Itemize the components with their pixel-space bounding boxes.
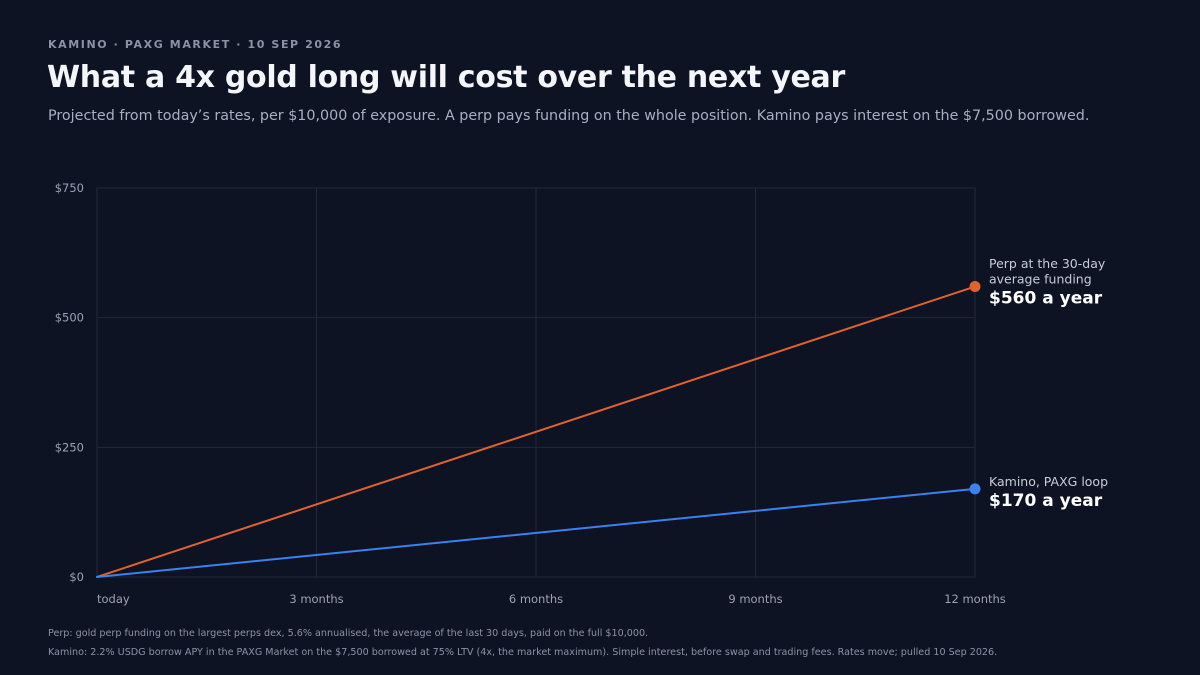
series-line-kamino [96,487,976,578]
x-tick-label: 9 months [728,592,782,606]
end-label-caption-perp: Perp at the 30-day [989,256,1106,271]
x-tick-label: 6 months [509,592,563,606]
x-tick-label: today [97,592,130,606]
y-tick-label: $500 [55,311,84,325]
end-label-value-perp: $560 a year [989,289,1103,309]
footnote-perp: Perp: gold perp funding on the largest p… [48,628,649,639]
x-tick-label: 12 months [944,592,1006,606]
end-label-value-kamino: $170 a year [989,491,1103,511]
x-tick-label: 3 months [289,592,343,606]
series-lines [96,281,981,578]
chart-subtitle: Projected from today’s rates, per $10,00… [48,108,1090,124]
axis-ticks: $0 $250 $500 $750 today 3 months 6 months 9 mon… [55,181,1006,606]
y-tick-label: $0 [69,570,84,584]
eyebrow-label: KAMINO · PAXG MARKET · 10 SEP 2026 [48,38,343,51]
chart-title: What a 4x gold long will cost over the n… [47,60,845,95]
y-tick-label: $250 [55,440,84,454]
series-line-perp [96,285,976,578]
footnote-kamino: Kamino: 2.2% USDG borrow APY in the PAXG… [48,647,998,658]
grid [96,187,976,578]
end-label-caption-perp: average funding [989,272,1092,287]
end-label-caption-kamino: Kamino, PAXG loop [989,474,1108,489]
series-endpoint-kamino [969,483,981,495]
footnotes: Perp: gold perp funding on the largest p… [48,624,997,662]
y-tick-label: $750 [55,181,84,195]
series-endpoint-perp [969,281,981,293]
